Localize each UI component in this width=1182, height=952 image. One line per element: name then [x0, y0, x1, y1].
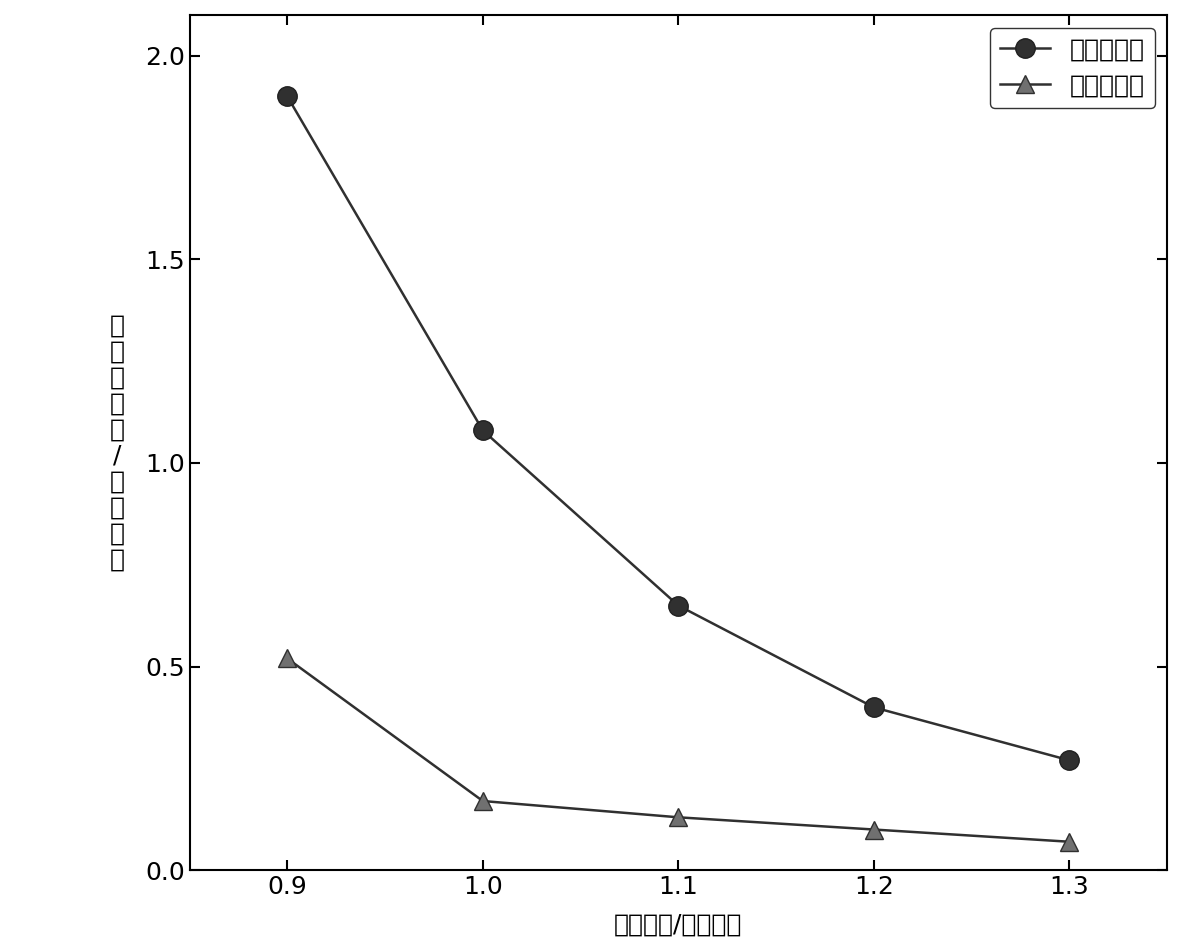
电子束焦距 — [280, 90, 294, 102]
电子束直径 — [671, 812, 686, 823]
Y-axis label: 焦
距
或
直
径
/
碳
管
直
径: 焦 距 或 直 径 / 碳 管 直 径 — [110, 314, 124, 571]
电子束直径 — [475, 795, 489, 806]
电子束直径 — [866, 823, 881, 835]
电子束直径 — [280, 653, 294, 664]
电子束焦距 — [671, 600, 686, 611]
电子束焦距 — [866, 702, 881, 713]
Line: 电子束焦距: 电子束焦距 — [278, 87, 1079, 770]
X-axis label: 抽取距离/碳管直径: 抽取距离/碳管直径 — [615, 913, 742, 937]
Legend: 电子束焦距, 电子束直径: 电子束焦距, 电子束直径 — [989, 28, 1155, 108]
电子束焦距 — [1063, 755, 1077, 766]
Line: 电子束直径: 电子束直径 — [278, 649, 1078, 851]
电子束焦距 — [475, 425, 489, 436]
电子束直径 — [1063, 836, 1077, 847]
